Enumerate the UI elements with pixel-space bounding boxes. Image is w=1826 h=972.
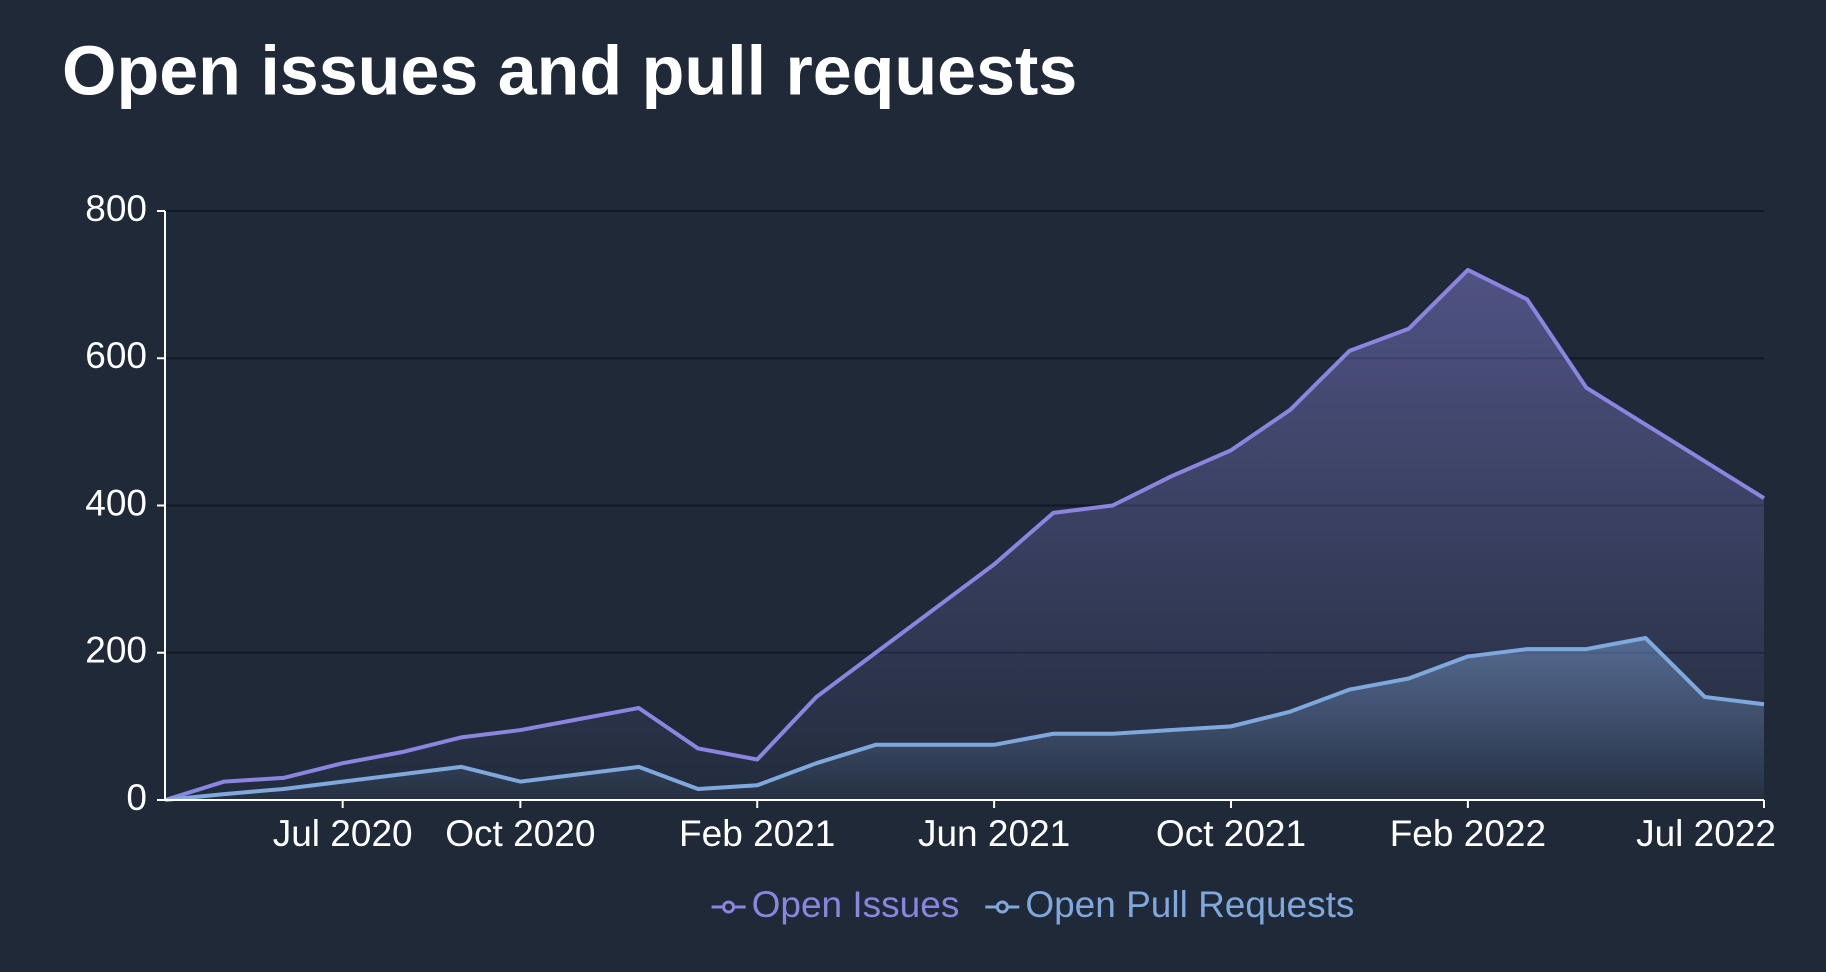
line xyxy=(164,636,1765,802)
legend-label[interactable]: Open Pull Requests xyxy=(1025,884,1354,925)
y-tick-label: 0 xyxy=(126,777,147,818)
x-tick-label: Feb 2022 xyxy=(1390,813,1546,854)
area xyxy=(165,269,1764,800)
legend-marker xyxy=(995,900,1009,914)
legend-marker xyxy=(722,900,736,914)
y-tick-label: 200 xyxy=(85,630,147,671)
x-tick-label: Jul 2022 xyxy=(1636,813,1776,854)
y-tick-label: 400 xyxy=(85,482,147,523)
x-tick-label: Jul 2020 xyxy=(273,813,413,854)
area xyxy=(165,638,1764,800)
legend-label[interactable]: Open Issues xyxy=(752,884,960,925)
y-tick-label: 600 xyxy=(85,335,147,376)
x-tick-label: Jun 2021 xyxy=(918,813,1070,854)
chart-title: Open issues and pull requests xyxy=(62,31,1077,109)
line xyxy=(164,267,1766,802)
x-tick-label: Oct 2020 xyxy=(445,813,595,854)
legend: Open Issues Open Pull Requests xyxy=(711,884,1354,925)
x-tick-label: Feb 2021 xyxy=(679,813,835,854)
y-tick-label: 800 xyxy=(85,188,147,229)
x-tick-label: Oct 2021 xyxy=(1156,813,1306,854)
